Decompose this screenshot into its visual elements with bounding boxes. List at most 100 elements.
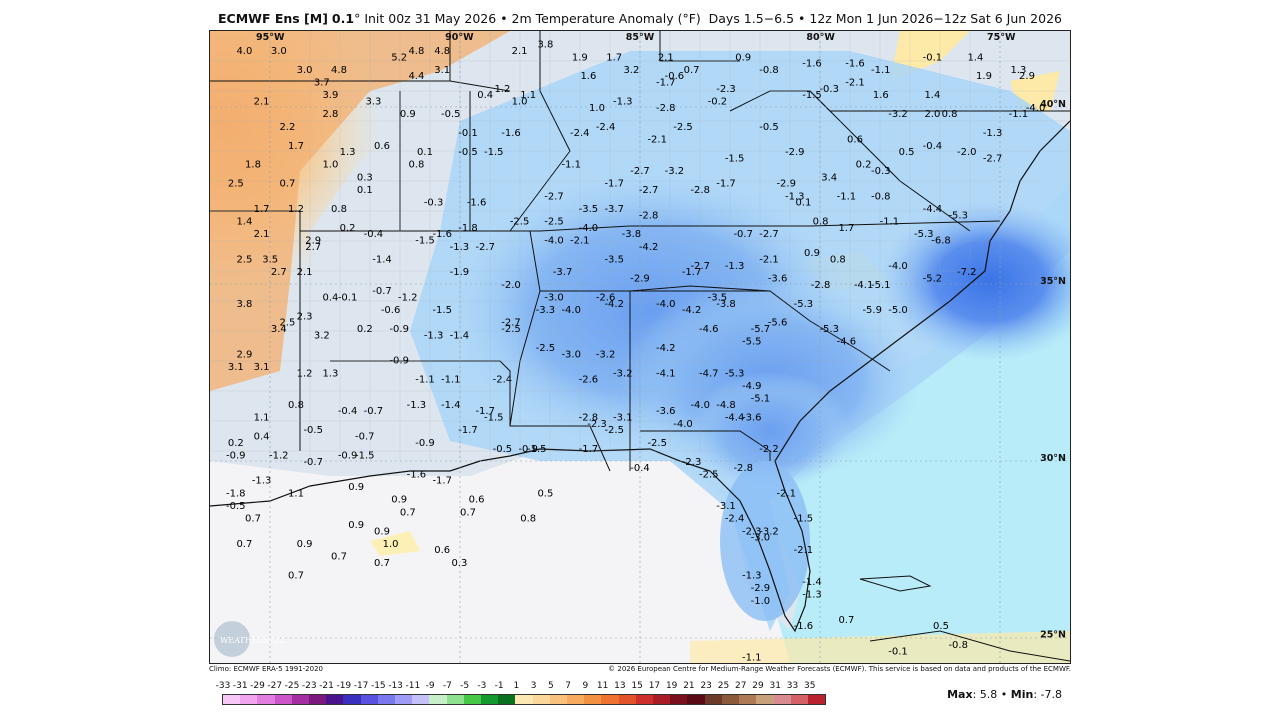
scale-tick-label: -31 <box>232 681 248 691</box>
anomaly-value: -2.8 <box>733 463 753 474</box>
anomaly-value: 3.8 <box>537 40 553 51</box>
anomaly-value: 1.9 <box>976 71 992 82</box>
copyright-credit: © 2026 European Centre for Medium-Range … <box>608 665 1071 673</box>
scale-tick-label: 11 <box>596 681 609 691</box>
anomaly-value: 0.7 <box>374 558 390 569</box>
anomaly-value: -2.1 <box>570 236 590 247</box>
scale-color-swatch <box>601 695 619 704</box>
anomaly-value: -4.0 <box>579 223 599 234</box>
anomaly-value: -2.8 <box>656 103 676 114</box>
anomaly-value: -0.5 <box>458 147 478 158</box>
anomaly-value: 0.7 <box>400 507 416 518</box>
anomaly-value: 3.7 <box>314 78 330 89</box>
anomaly-value: 0.7 <box>288 571 304 582</box>
scale-color-swatch <box>309 695 327 704</box>
anomaly-value: -2.7 <box>501 318 521 329</box>
scale-color-swatch <box>618 695 636 704</box>
anomaly-value: -1.2 <box>269 450 289 461</box>
scale-tick-label: -25 <box>284 681 300 691</box>
anomaly-value: 2.5 <box>279 318 295 329</box>
scale-tick-label: 3 <box>530 681 537 691</box>
anomaly-value: -1.1 <box>561 160 581 171</box>
anomaly-value: -0.7 <box>355 431 375 442</box>
scale-color-swatch <box>515 695 533 704</box>
anomaly-value: 5.2 <box>391 52 407 63</box>
anomaly-value: -2.8 <box>579 413 599 424</box>
scale-color-swatch <box>377 695 396 704</box>
scale-color-swatch <box>704 695 722 704</box>
anomaly-value: -3.2 <box>888 109 908 120</box>
scale-tick-label: 31 <box>769 681 781 691</box>
anomaly-value: -0.5 <box>493 444 513 455</box>
anomaly-value: -1.5 <box>415 236 435 247</box>
anomaly-value: -1.6 <box>802 59 822 70</box>
anomaly-value: 1.4 <box>967 52 983 63</box>
color-scale-bar <box>222 694 826 705</box>
scale-color-swatch <box>721 695 740 704</box>
anomaly-value: -4.4 <box>725 413 745 424</box>
anomaly-value: 3.4 <box>271 324 287 335</box>
anomaly-value: -2.6 <box>579 375 599 386</box>
anomaly-value: -4.0 <box>1026 103 1046 114</box>
anomaly-value: 2.9 <box>305 236 321 247</box>
anomaly-value: -0.5 <box>441 109 461 120</box>
anomaly-value: -1.5 <box>484 413 504 424</box>
anomaly-map: 95°W 90°W 85°W 80°W 75°W 40°N 35°N 30°N 25°N 4.… <box>210 31 1070 663</box>
anomaly-value: 0.7 <box>279 179 295 190</box>
anomaly-value: -2.9 <box>776 179 796 190</box>
anomaly-value: 4.8 <box>408 46 424 57</box>
anomaly-value: -2.1 <box>647 134 667 145</box>
anomaly-value: -2.5 <box>647 438 667 449</box>
anomaly-value: 0.3 <box>357 172 373 183</box>
anomaly-value: 0.7 <box>245 514 261 525</box>
anomaly-value: -4.2 <box>639 242 659 253</box>
scale-tick-label: -29 <box>250 681 265 691</box>
anomaly-value: -4.0 <box>888 261 908 272</box>
anomaly-value: -1.6 <box>794 621 814 632</box>
anomaly-value: 1.6 <box>873 90 889 101</box>
scale-tick-label: -1 <box>494 681 504 691</box>
anomaly-value: 0.5 <box>933 621 949 632</box>
latitude-label: 40°N <box>1040 99 1066 110</box>
anomaly-value: -4.0 <box>561 305 581 316</box>
anomaly-value: -0.3 <box>871 166 891 177</box>
latitude-label: 25°N <box>1040 630 1066 641</box>
anomaly-value: -2.7 <box>759 229 779 240</box>
scale-tick-label: 9 <box>582 681 589 691</box>
anomaly-value: -2.7 <box>983 153 1003 164</box>
anomaly-value: -5.3 <box>819 324 839 335</box>
scale-tick-label: 13 <box>614 681 626 691</box>
min-label: Min <box>1010 688 1034 701</box>
anomaly-value: -1.5 <box>432 305 452 316</box>
longitude-label: 85°W <box>626 32 655 43</box>
latitude-label: 35°N <box>1040 276 1066 287</box>
anomaly-value: 1.4 <box>924 90 940 101</box>
anomaly-value: 0.9 <box>297 539 313 550</box>
anomaly-value: 0.8 <box>331 204 347 215</box>
anomaly-value: 2.1 <box>658 52 674 63</box>
gulf-neutral-area <box>210 451 790 663</box>
scale-tick-label: 33 <box>786 681 799 691</box>
scale-tick-label: 29 <box>752 681 764 691</box>
cuba-outline <box>869 630 1070 662</box>
scale-color-swatch <box>739 695 757 704</box>
anomaly-value: 2.1 <box>297 267 313 278</box>
color-scale-ticks: -33 -31 -29 -27 -25 -23 -21 -19 -17 -15 -13 -11 -9 -7… <box>213 681 833 693</box>
longitude-label: 90°W <box>445 32 474 43</box>
anomaly-value: -3.6 <box>656 406 676 417</box>
scale-tick-label: 19 <box>665 681 678 691</box>
model-name: ECMWF Ens [M] <box>218 11 328 26</box>
anomaly-value: -2.5 <box>699 469 719 480</box>
anomaly-value: -1.7 <box>604 179 624 190</box>
climo-credit: Climo: ECMWF ERA-5 1991-2020 <box>209 665 323 673</box>
anomaly-value: -0.5 <box>303 425 323 436</box>
anomaly-value: 3.2 <box>623 65 639 76</box>
anomaly-value: -1.4 <box>450 330 470 341</box>
scale-color-swatch <box>446 695 464 704</box>
anomaly-value: 2.5 <box>228 179 244 190</box>
scale-color-swatch <box>635 695 654 704</box>
anomaly-value: -1.3 <box>983 128 1003 139</box>
anomaly-value: -1.7 <box>682 267 702 278</box>
scale-color-swatch <box>360 695 378 704</box>
anomaly-value: -1.3 <box>450 242 470 253</box>
